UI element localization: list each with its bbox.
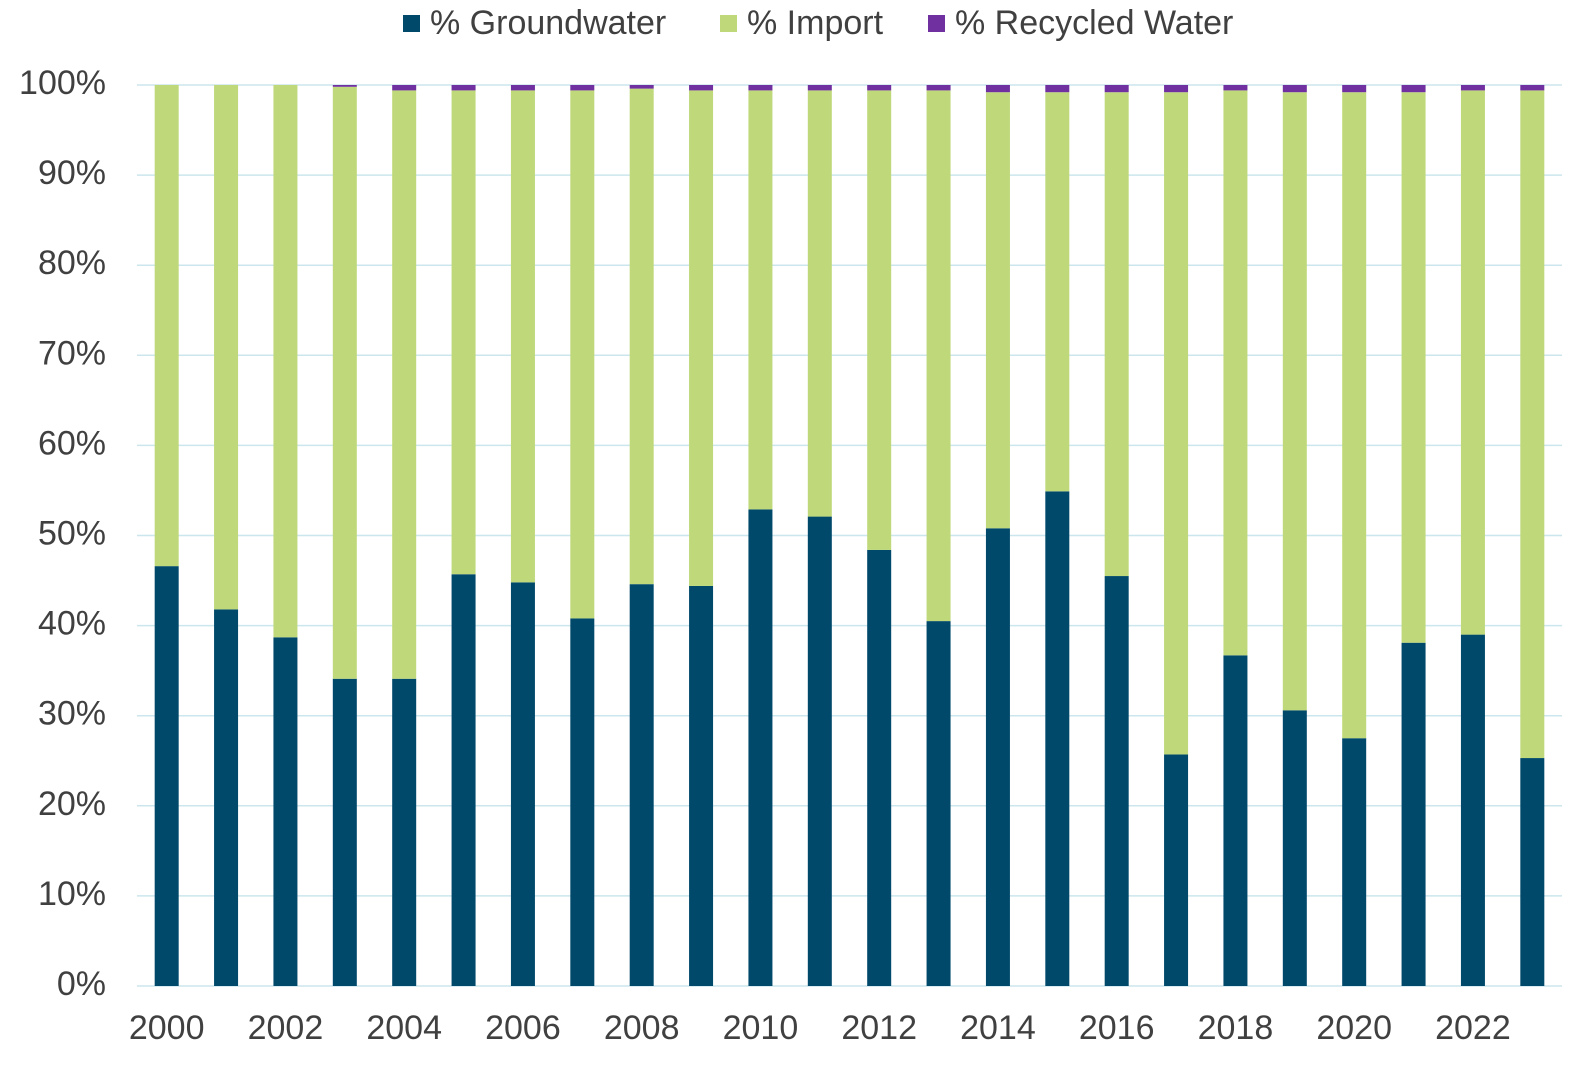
- bar-segment: [510, 582, 535, 986]
- legend-label: % Groundwater: [430, 4, 666, 42]
- y-tick-label: 50%: [38, 514, 106, 552]
- legend-swatch: [720, 15, 737, 32]
- bar-segment: [1282, 85, 1307, 93]
- bar-segment: [1282, 710, 1307, 986]
- bar-segment: [1223, 85, 1248, 91]
- bar-segment: [154, 85, 179, 567]
- bar-segment: [629, 584, 654, 986]
- bar-segment: [689, 585, 714, 986]
- bar-segment: [214, 85, 239, 610]
- bar-segment: [867, 549, 892, 986]
- y-tick-label: 100%: [19, 64, 106, 102]
- bar-segment: [570, 85, 595, 91]
- bar-segment: [1045, 92, 1070, 492]
- bar-segment: [629, 88, 654, 585]
- bar-segment: [392, 90, 417, 679]
- bar-segment: [1104, 85, 1129, 93]
- y-tick-label: 0%: [57, 965, 106, 1003]
- x-tick-label: 2014: [960, 1009, 1036, 1047]
- bar-segment: [1045, 85, 1070, 93]
- bar-segment: [1460, 90, 1485, 635]
- bar-segment: [1164, 92, 1189, 755]
- bar-segment: [1104, 92, 1129, 577]
- x-tick-label: 2022: [1435, 1009, 1511, 1047]
- bar-segment: [1401, 92, 1426, 643]
- bar-segment: [1460, 85, 1485, 91]
- bar-segment: [510, 90, 535, 583]
- x-tick-label: 2018: [1198, 1009, 1274, 1047]
- bar-segment: [1401, 85, 1426, 93]
- legend-label: % Recycled Water: [955, 4, 1233, 42]
- bar-segment: [985, 85, 1010, 93]
- bar-segment: [1460, 634, 1485, 986]
- bar-segment: [748, 90, 773, 510]
- y-tick-label: 60%: [38, 424, 106, 462]
- bar-segment: [510, 85, 535, 91]
- bar-segment: [807, 90, 832, 517]
- bar-segment: [273, 85, 298, 638]
- y-tick-label: 90%: [38, 154, 106, 192]
- bar-segment: [332, 85, 357, 87]
- y-tick-label: 40%: [38, 605, 106, 643]
- bar-segment: [629, 85, 654, 89]
- bar-segment: [1164, 85, 1189, 93]
- bar-segment: [1342, 85, 1367, 93]
- legend-swatch: [403, 15, 420, 32]
- y-tick-label: 70%: [38, 334, 106, 372]
- bar-segment: [1342, 738, 1367, 986]
- bar-segment: [748, 85, 773, 91]
- bar-segment: [748, 509, 773, 986]
- bar-segment: [807, 516, 832, 986]
- bar-segment: [1045, 491, 1070, 986]
- bar-segment: [154, 566, 179, 986]
- bar-segment: [1164, 754, 1189, 986]
- bar-segment: [451, 574, 476, 986]
- bar-segment: [1282, 92, 1307, 711]
- x-tick-label: 2000: [129, 1009, 205, 1047]
- bar-segment: [1520, 85, 1545, 91]
- bar-segment: [867, 85, 892, 91]
- x-tick-label: 2008: [604, 1009, 680, 1047]
- x-tick-label: 2002: [248, 1009, 324, 1047]
- bar-segment: [214, 609, 239, 986]
- bar-segment: [1401, 642, 1426, 986]
- bar-segment: [1520, 90, 1545, 759]
- bar-segment: [392, 678, 417, 986]
- bar-segment: [926, 90, 951, 622]
- bar-segment: [807, 85, 832, 91]
- bar-segment: [926, 85, 951, 91]
- bar-segment: [273, 637, 298, 986]
- bar-segment: [985, 92, 1010, 529]
- y-tick-label: 80%: [38, 244, 106, 282]
- bar-segment: [1104, 576, 1129, 986]
- bar-segment: [570, 90, 595, 619]
- bar-segment: [1520, 758, 1545, 986]
- bar-segment: [1342, 92, 1367, 739]
- y-tick-label: 10%: [38, 875, 106, 913]
- x-tick-label: 2004: [366, 1009, 442, 1047]
- bar-segment: [926, 621, 951, 986]
- legend-swatch: [928, 15, 945, 32]
- bar-segment: [332, 678, 357, 986]
- x-tick-label: 2010: [723, 1009, 799, 1047]
- bar-segment: [1223, 90, 1248, 656]
- bar-segment: [1223, 655, 1248, 986]
- y-tick-label: 30%: [38, 695, 106, 733]
- x-tick-label: 2012: [841, 1009, 917, 1047]
- bar-segment: [392, 85, 417, 91]
- bar-segment: [689, 85, 714, 91]
- bar-segment: [332, 86, 357, 679]
- bar-segment: [867, 90, 892, 550]
- bar-segment: [570, 618, 595, 986]
- bar-segment: [451, 85, 476, 91]
- x-tick-label: 2006: [485, 1009, 561, 1047]
- y-tick-label: 20%: [38, 785, 106, 823]
- bar-segment: [689, 90, 714, 586]
- x-tick-label: 2020: [1316, 1009, 1392, 1047]
- x-tick-label: 2016: [1079, 1009, 1155, 1047]
- legend-label: % Import: [747, 4, 884, 42]
- bar-segment: [451, 90, 476, 575]
- bar-segment: [985, 528, 1010, 986]
